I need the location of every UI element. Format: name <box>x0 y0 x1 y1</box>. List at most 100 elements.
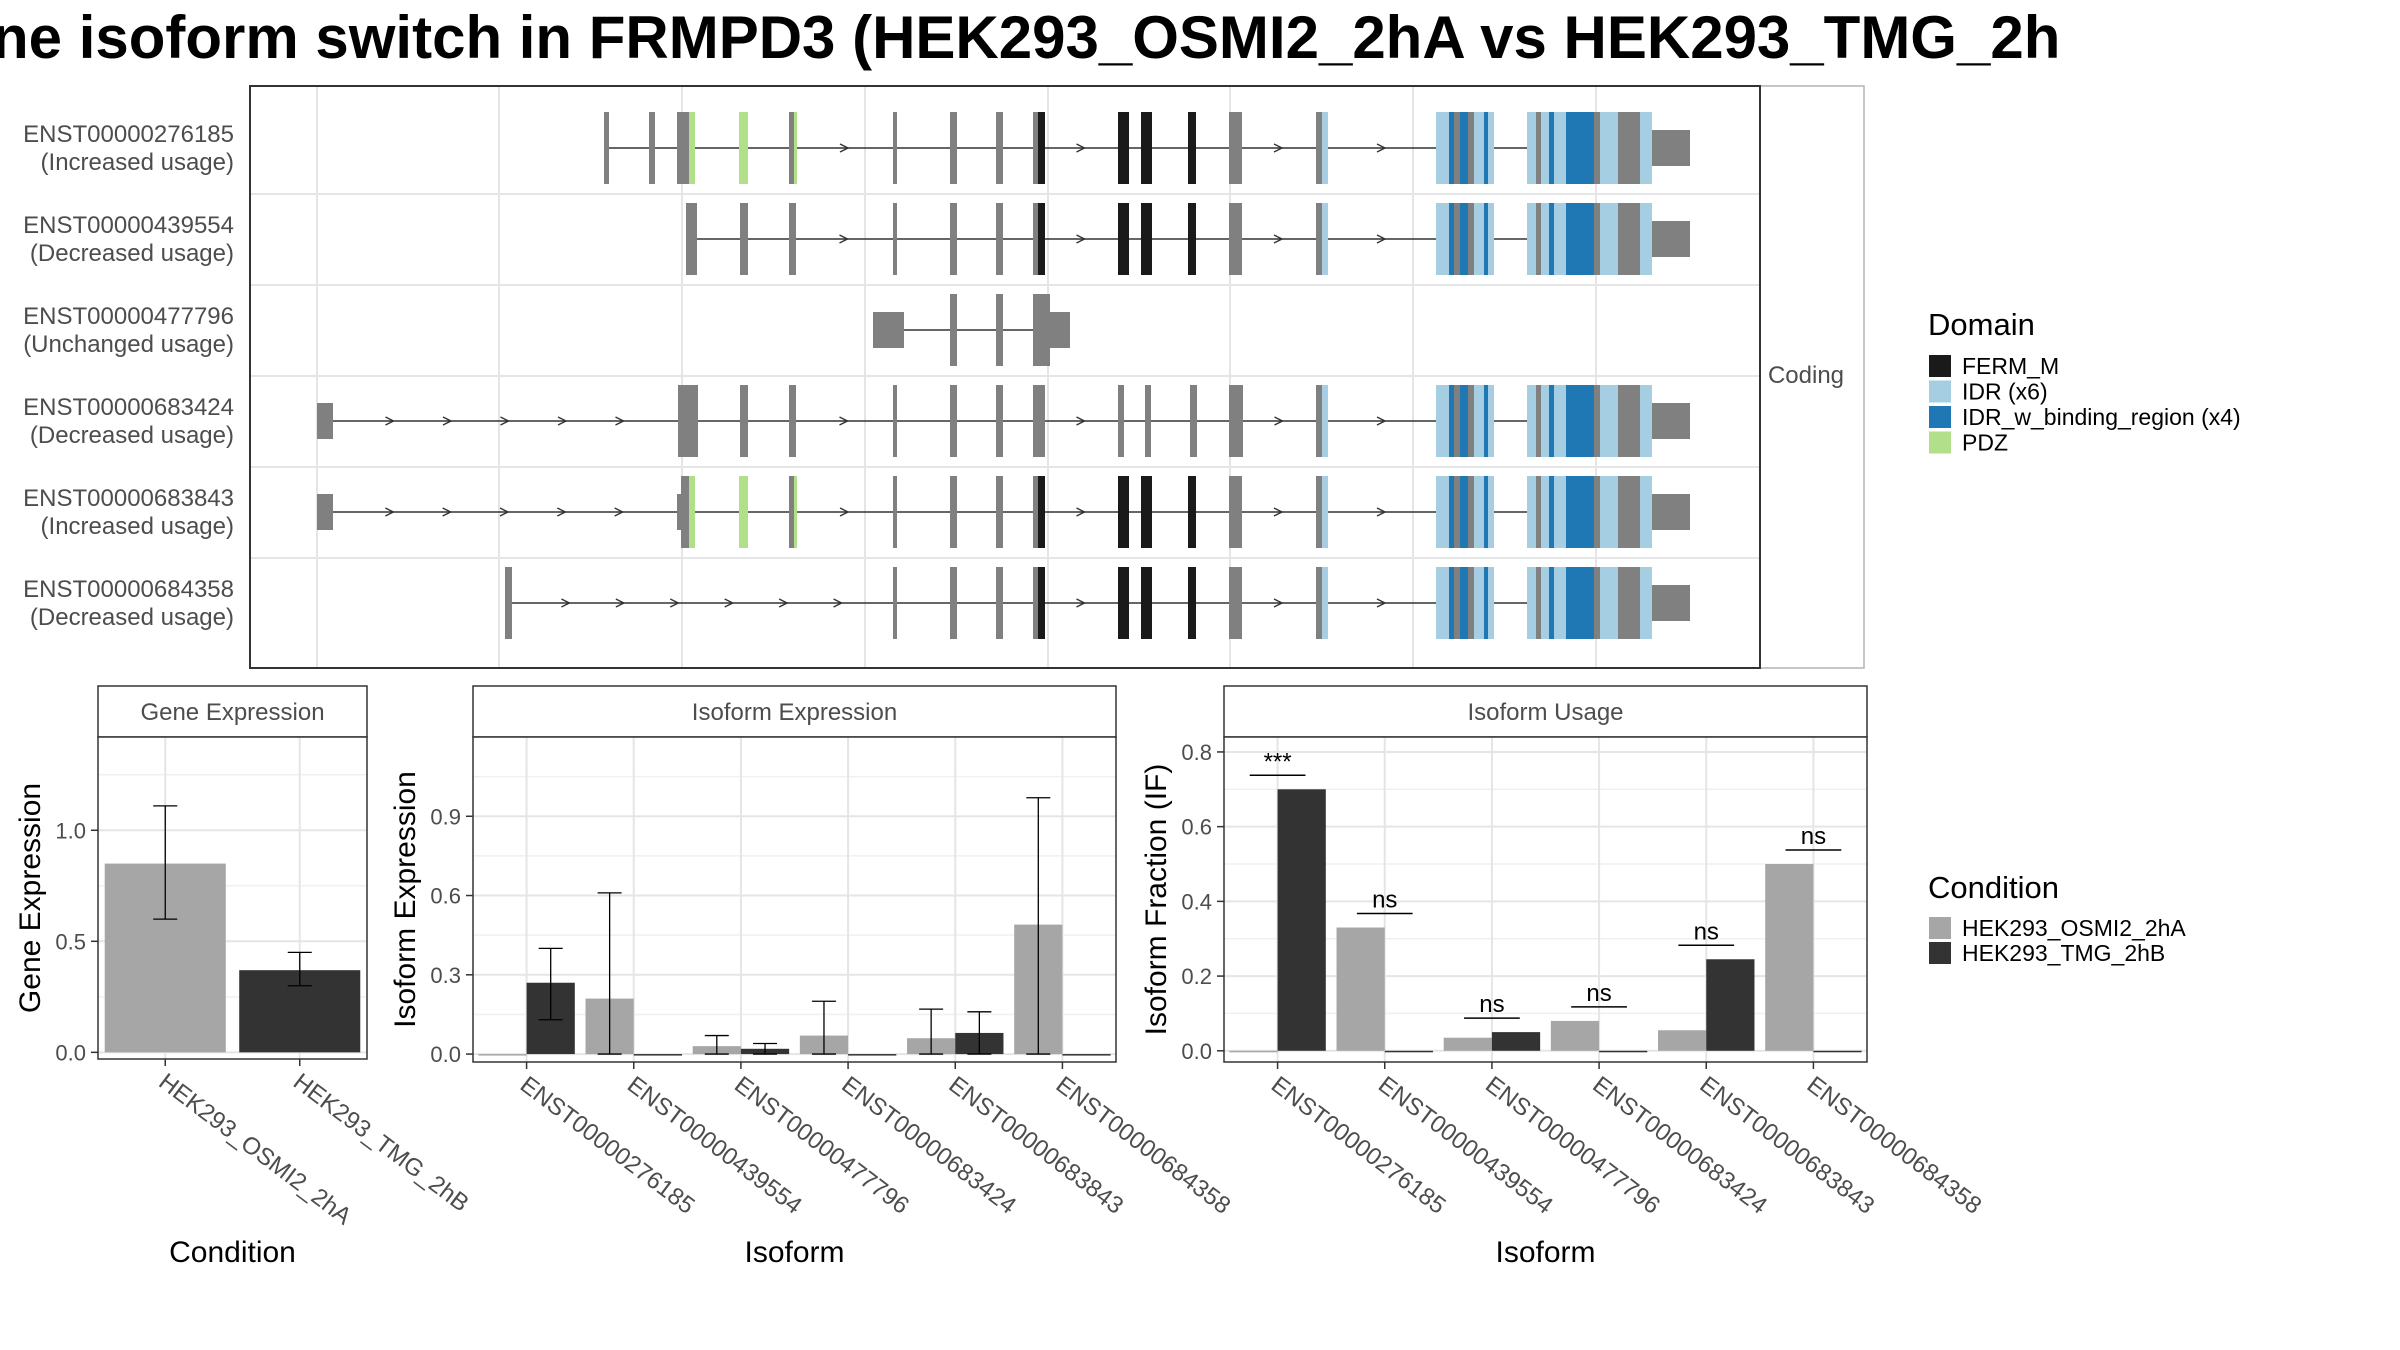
exon-block <box>1316 476 1322 548</box>
domain-idr <box>1541 112 1549 184</box>
exon-block <box>1316 203 1322 275</box>
domain-pdz <box>794 476 797 548</box>
bar <box>1658 1030 1707 1051</box>
y-tick-label: 0.0 <box>1181 1039 1212 1064</box>
x-tick-label: ENST00000276185 <box>1266 1071 1451 1219</box>
domain-idr <box>1488 567 1494 639</box>
strip-label-coding: Coding <box>1768 362 1844 389</box>
x-axis-title: Condition <box>169 1236 296 1269</box>
bar <box>1062 1054 1111 1056</box>
intron-direction-arrow <box>1376 507 1387 517</box>
exon-block <box>1033 294 1050 366</box>
intron-direction-arrow <box>1376 416 1387 426</box>
bar <box>1706 959 1755 1051</box>
domain-idr <box>1474 567 1484 639</box>
domain-idr-binding <box>1549 476 1554 548</box>
domain-ferm-m <box>1118 567 1129 639</box>
exon-block <box>649 112 655 184</box>
x-tick-label: ENST00000439554 <box>622 1071 807 1219</box>
exon-block <box>1229 112 1242 184</box>
domain-idr <box>1474 112 1484 184</box>
domain-idr <box>1436 385 1449 457</box>
domain-idr-binding <box>1460 112 1468 184</box>
domain-pdz <box>739 112 748 184</box>
exon-block <box>1594 476 1600 548</box>
domain-ferm-m <box>1038 112 1045 184</box>
exon-block <box>950 112 957 184</box>
panel-plot-area <box>473 737 1116 1062</box>
domain-idr <box>1488 476 1494 548</box>
bar <box>1443 1037 1492 1051</box>
exon-block <box>893 203 897 275</box>
exon-block <box>1454 203 1460 275</box>
y-tick-label: 0.6 <box>1181 815 1212 840</box>
intron-direction-arrow <box>557 507 567 517</box>
exon-block <box>893 567 897 639</box>
domain-idr-binding <box>1449 567 1454 639</box>
intron-direction-arrow <box>614 507 625 517</box>
exon-block <box>1316 385 1322 457</box>
significance-label: *** <box>1264 748 1292 775</box>
domain-idr <box>1554 476 1560 548</box>
significance-label: ns <box>1372 887 1397 914</box>
exon-block <box>893 476 897 548</box>
exon-block <box>740 385 748 457</box>
x-axis-title: Isoform <box>744 1236 844 1269</box>
bar <box>1550 1020 1600 1051</box>
domain-idr <box>1554 385 1560 457</box>
transcript-id-label: ENST00000683424 <box>23 394 234 421</box>
exon-block <box>686 203 697 275</box>
intron-direction-arrow <box>1273 234 1284 244</box>
x-tick-label: ENST00000683843 <box>1695 1071 1880 1219</box>
domain-legend-swatch <box>1929 380 1951 403</box>
intron-direction-arrow <box>442 416 453 426</box>
domain-pdz <box>794 112 797 184</box>
domain-ferm-m <box>1038 203 1045 275</box>
transcript-usage-label: (Decreased usage) <box>30 422 234 449</box>
domain-idr <box>1554 203 1560 275</box>
domain-idr-binding <box>1566 203 1572 275</box>
exon-block <box>1468 385 1474 457</box>
domain-idr <box>1474 476 1484 548</box>
bar <box>1599 1050 1648 1053</box>
bar <box>1384 1050 1433 1053</box>
transcript-id-label: ENST00000439554 <box>23 212 234 239</box>
intron-direction-arrow <box>839 234 850 244</box>
domain-idr-binding <box>1460 203 1468 275</box>
utr-block <box>1652 221 1690 257</box>
exon-block <box>1536 112 1541 184</box>
transcript-usage-label: (Decreased usage) <box>30 240 234 267</box>
panel-border <box>97 736 368 1060</box>
y-tick-label: 0.0 <box>55 1040 86 1065</box>
domain-ferm-m <box>1141 203 1152 275</box>
condition-legend-swatch <box>1929 942 1951 964</box>
domain-idr <box>1322 112 1328 184</box>
domain-ferm-m <box>1188 203 1196 275</box>
utr-block <box>677 494 681 530</box>
domain-idr <box>1322 476 1328 548</box>
structure-panel-border <box>249 85 1761 669</box>
exon-block <box>1618 203 1640 275</box>
exon-block <box>1536 203 1541 275</box>
utr-block <box>1050 312 1070 348</box>
intron-direction-arrow <box>778 598 789 608</box>
exon-block <box>1229 385 1240 457</box>
exon-block <box>1618 567 1640 639</box>
bar <box>1813 1050 1862 1053</box>
x-axis-title: Isoform <box>1495 1236 1595 1269</box>
domain-idr <box>1322 385 1328 457</box>
bar <box>848 1054 897 1056</box>
panel-strip-title: Isoform Expression <box>692 699 897 726</box>
exon-block <box>1536 476 1541 548</box>
exon-block <box>1229 567 1242 639</box>
condition-legend-label: HEK293_OSMI2_2hA <box>1962 915 2186 941</box>
domain-legend-label: PDZ <box>1962 430 2008 456</box>
utr-block <box>1652 585 1690 621</box>
utr-block <box>1652 403 1690 439</box>
domain-legend-label: IDR_w_binding_region (x4) <box>1962 404 2241 430</box>
domain-idr <box>1322 203 1328 275</box>
intron-direction-arrow <box>442 507 453 517</box>
intron-direction-arrow <box>1376 234 1387 244</box>
domain-idr-binding <box>1449 476 1454 548</box>
